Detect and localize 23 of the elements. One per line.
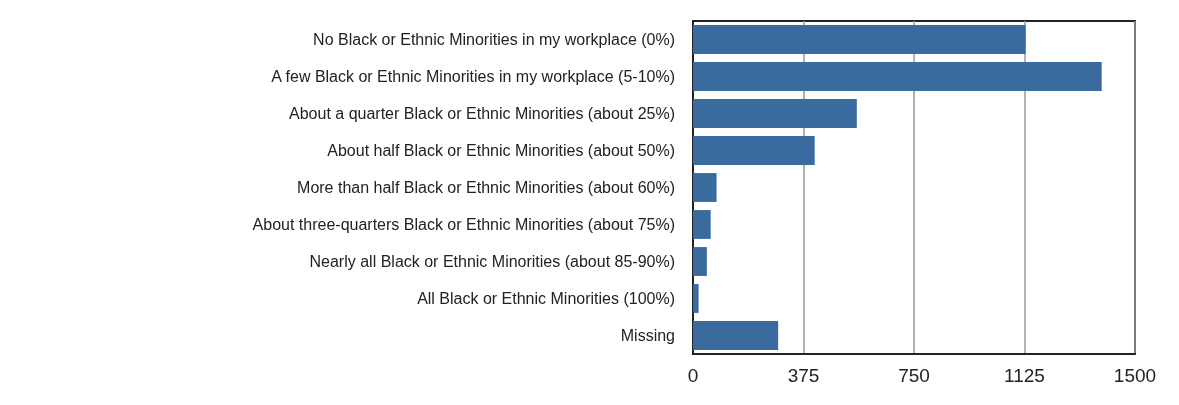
x-tick-label: 1125 xyxy=(1004,365,1045,386)
bar xyxy=(693,136,815,165)
bar xyxy=(693,321,779,350)
bar xyxy=(693,99,857,128)
bar xyxy=(693,284,699,313)
bar xyxy=(693,62,1102,91)
x-tick-label: 375 xyxy=(787,365,820,386)
y-tick-label: About a quarter Black or Ethnic Minorities (about 25%) xyxy=(289,105,675,122)
bar xyxy=(693,173,717,202)
x-tick-label: 1500 xyxy=(1113,365,1157,386)
bar xyxy=(693,25,1026,54)
y-tick-label: More than half Black or Ethnic Minorities (about 60%) xyxy=(297,179,675,196)
y-tick-label: All Black or Ethnic Minorities (100%) xyxy=(417,290,675,307)
x-tick-label: 750 xyxy=(898,365,930,386)
y-tick-label: About three-quarters Black or Ethnic Minorities (about 75%) xyxy=(252,216,675,233)
y-tick-label: A few Black or Ethnic Minorities in my workplace (5-10%) xyxy=(271,68,675,85)
bar xyxy=(693,210,711,239)
y-tick-label: Missing xyxy=(620,327,675,344)
y-tick-label: Nearly all Black or Ethnic Minorities (about 85-90%) xyxy=(309,253,675,270)
bar xyxy=(693,247,707,276)
x-tick-label: 0 xyxy=(687,365,699,386)
y-tick-label: About half Black or Ethnic Minorities (about 50%) xyxy=(327,142,675,159)
y-tick-label: No Black or Ethnic Minorities in my workplace (0%) xyxy=(313,31,675,48)
